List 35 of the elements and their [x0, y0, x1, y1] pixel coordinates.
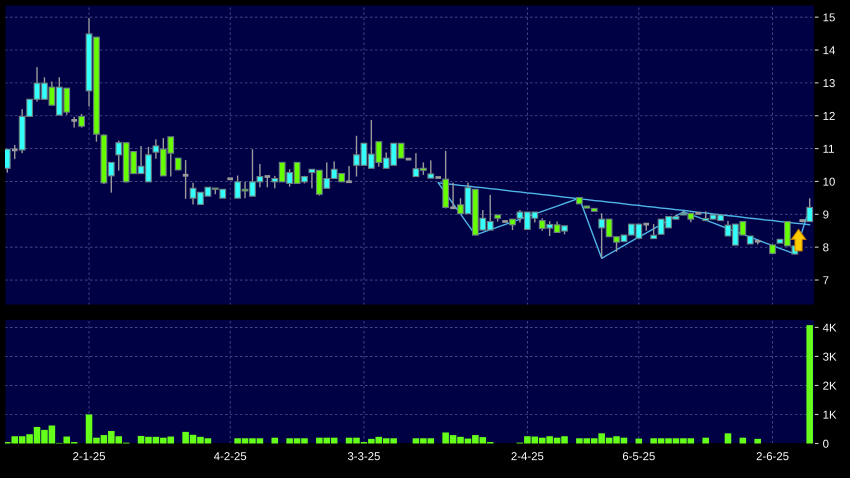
candlestick	[650, 223, 658, 240]
y-tick-label: 14	[824, 46, 835, 54]
bar	[724, 433, 732, 444]
y-tick-label: 3K	[823, 352, 836, 361]
bar	[636, 438, 642, 444]
y-tick-label: 12	[824, 112, 835, 120]
x-tick-label: 2-6-25	[756, 452, 789, 460]
x-tick-label: 4-2-25	[214, 452, 246, 460]
y-tick-label: 15	[824, 13, 835, 22]
candlestick	[70, 116, 78, 128]
candlestick	[263, 175, 272, 188]
candlestick	[344, 165, 354, 184]
y-tick-label: 9	[823, 210, 828, 219]
bar	[702, 438, 709, 444]
bar	[806, 325, 813, 444]
bar	[272, 438, 278, 444]
y-tick-label: 13	[824, 79, 835, 88]
y-tick-label: 4K	[822, 324, 836, 332]
x-tick-label: 3-3-25	[348, 452, 380, 460]
y-tick-label: 8	[823, 243, 828, 252]
y-tick-label: 10	[824, 178, 835, 186]
candlestick	[10, 144, 19, 160]
y-tick-label: 7	[823, 276, 828, 284]
candlestick	[448, 182, 458, 210]
bar	[740, 438, 746, 444]
x-tick-label: 2-4-25	[511, 452, 544, 460]
y-tick-label: 2K	[823, 382, 836, 390]
candlestick	[181, 159, 190, 200]
bar	[754, 438, 761, 444]
y-tick-label: 1K	[824, 410, 836, 419]
x-tick-label: 6-5-25	[622, 452, 655, 460]
y-tick-label: 11	[824, 144, 834, 153]
y-tick-label: 0	[823, 440, 829, 448]
x-tick-label: 2-1-25	[73, 452, 106, 460]
candlestick	[174, 158, 182, 171]
